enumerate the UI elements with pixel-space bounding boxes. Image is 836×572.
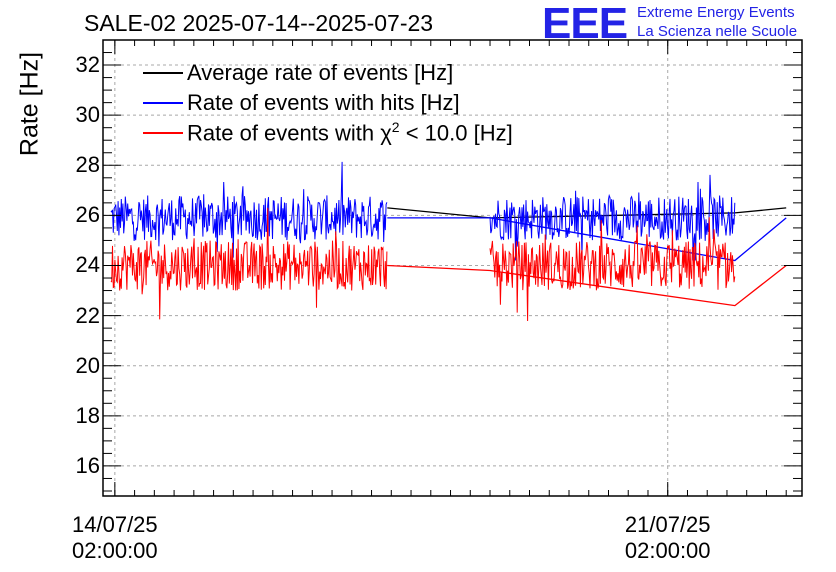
series-chi2-connector: [387, 264, 787, 307]
legend-chi2-sup: 2: [391, 119, 400, 136]
plot-frame: [102, 39, 803, 497]
eee-logo-line2: La Scienza nelle Scuole: [637, 23, 798, 40]
legend-hits: Rate of events with hits [Hz]: [143, 88, 460, 118]
legend-chi2: Rate of events with χ2 < 10.0 [Hz]: [143, 118, 513, 148]
y-tick-label: 30: [75, 102, 100, 128]
y-tick-label: 28: [75, 152, 100, 178]
legend-chi2-suffix: < 10.0 [Hz]: [399, 120, 513, 146]
y-tick-label: 20: [75, 352, 100, 378]
y-tick-label: 32: [75, 52, 100, 78]
x-tick-time: 02:00:00: [72, 538, 158, 563]
legend-hits-swatch: [143, 102, 183, 104]
legend-average-label: Average rate of events [Hz]: [187, 60, 454, 85]
legend-hits-label: Rate of events with hits [Hz]: [187, 90, 460, 115]
y-tick-label: 18: [75, 402, 100, 428]
y-tick-label: 24: [75, 252, 100, 278]
series-chi2-line: [110, 207, 736, 322]
x-tick-label: 14/07/25 02:00:00: [50, 512, 180, 564]
y-axis-label: Rate [Hz]: [15, 51, 44, 157]
y-tick-label: 22: [75, 302, 100, 328]
eee-logo-line1: Extreme Energy Events: [637, 4, 795, 21]
legend-average: Average rate of events [Hz]: [143, 58, 453, 88]
legend-chi2-symbol: χ: [380, 120, 392, 146]
legend-chi2-swatch: [143, 132, 183, 134]
series-hits-connector: [387, 217, 787, 262]
eee-logo-caption: Extreme Energy Events La Scienza nelle S…: [637, 3, 797, 41]
x-tick-date: 21/07/25: [624, 512, 711, 537]
chart-title: SALE-02 2025-07-14--2025-07-23: [84, 10, 434, 36]
y-tick-label: 26: [75, 202, 100, 228]
y-tick-label: 16: [75, 452, 100, 478]
x-tick-label: 21/07/25 02:00:00: [603, 512, 733, 564]
x-tick-time: 02:00:00: [624, 538, 711, 563]
legend-chi2-prefix: Rate of events with: [187, 120, 381, 146]
x-tick-date: 14/07/25: [72, 512, 158, 537]
eee-logo-mark: EEE: [542, 0, 628, 48]
series-hits-line: [110, 161, 736, 261]
legend-chi2-label: Rate of events with χ2 < 10.0 [Hz]: [187, 119, 513, 146]
legend-average-swatch: [143, 72, 183, 74]
